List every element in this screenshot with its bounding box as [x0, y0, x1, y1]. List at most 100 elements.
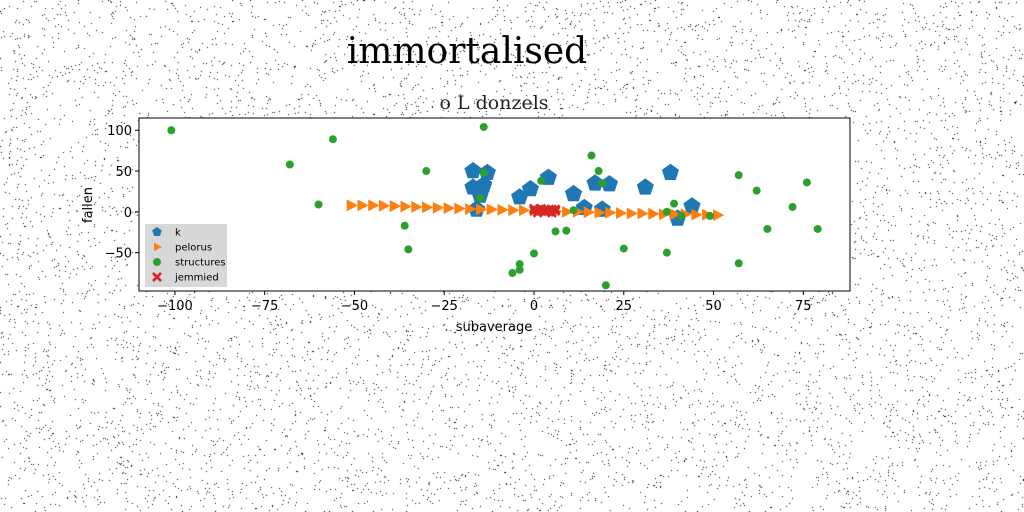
data-marks: [167, 122, 822, 290]
x-tick-label: −25: [431, 299, 458, 314]
point-pelorus-32: [691, 208, 703, 221]
point-structures-14: [537, 176, 546, 185]
point-structures-26: [677, 211, 686, 220]
point-structures-34: [813, 224, 822, 233]
point-k-15: [661, 163, 679, 180]
point-pelorus-7: [422, 201, 434, 214]
point-structures-7: [479, 122, 488, 131]
chart-subtitle: o L donzels: [439, 92, 548, 114]
point-pelorus-20: [562, 205, 574, 218]
point-pelorus-8: [432, 201, 445, 214]
point-structures-2: [285, 160, 294, 169]
legend-marker-k: [152, 227, 162, 236]
y-tick-label: −50: [105, 247, 132, 262]
point-k-7: [521, 180, 539, 197]
point-structures-23: [662, 207, 671, 216]
x-axis-label: subaverage: [456, 320, 532, 335]
point-structures-17: [569, 206, 578, 215]
point-structures-18: [587, 151, 596, 160]
legend-label-jemmied: jemmied: [174, 273, 219, 284]
point-structures-10: [508, 269, 517, 278]
point-structures-24: [662, 248, 671, 257]
legend: k pelorus structures jemmied: [145, 224, 227, 287]
point-pelorus-15: [508, 204, 520, 217]
x-axis: −100 −75 −50 −25 0 25 50 75: [157, 291, 812, 314]
plot-area: [139, 118, 850, 291]
point-structures-32: [788, 202, 797, 211]
point-structures-30: [752, 186, 761, 195]
point-structures-15: [551, 227, 560, 236]
y-axis-label: fallen: [81, 187, 96, 223]
point-structures-16: [562, 226, 571, 235]
legend-marker-jemmied: [152, 272, 162, 282]
point-structures-1: [328, 135, 337, 144]
point-pelorus-24: [605, 206, 617, 219]
point-pelorus-22: [583, 206, 595, 219]
legend-marker-structures: [153, 258, 161, 266]
point-pelorus-14: [497, 203, 509, 216]
point-structures-8: [479, 168, 488, 177]
point-structures-21: [601, 281, 610, 290]
point-jemmied-12: [529, 205, 539, 216]
point-jemmied-13: [550, 204, 561, 215]
point-structures-6: [404, 245, 413, 254]
point-structures-13: [530, 249, 538, 258]
point-k-14: [636, 178, 654, 195]
series-structures: [167, 122, 822, 290]
point-structures-9: [476, 193, 485, 202]
point-pelorus-26: [626, 207, 638, 220]
point-structures-33: [802, 178, 811, 187]
point-structures-11: [515, 260, 524, 269]
x-tick-label: 0: [530, 299, 538, 314]
point-pelorus-34: [712, 209, 725, 222]
point-k-0: [464, 162, 482, 179]
point-structures-12: [515, 265, 524, 274]
y-tick-label: 100: [107, 124, 132, 139]
point-structures-29: [734, 259, 743, 268]
point-structures-19: [594, 167, 603, 176]
point-pelorus-3: [378, 199, 391, 212]
point-pelorus-23: [594, 206, 606, 219]
legend-label-structures: structures: [175, 258, 226, 269]
point-k-13: [600, 175, 618, 192]
point-k-9: [564, 184, 583, 202]
x-tick-label: −75: [251, 299, 278, 314]
point-pelorus-12: [475, 203, 488, 216]
point-k-17: [683, 197, 701, 214]
point-pelorus-2: [368, 199, 380, 212]
point-pelorus-30: [669, 208, 682, 221]
series-jemmied: [529, 203, 561, 218]
legend-marker-pelorus: [154, 242, 162, 252]
point-pelorus-25: [615, 207, 628, 220]
point-pelorus-1: [357, 199, 369, 212]
point-pelorus-5: [400, 200, 412, 213]
point-structures-31: [763, 224, 772, 233]
y-axis: 100 50 0 −50: [105, 124, 139, 262]
point-pelorus-6: [411, 200, 423, 213]
y-tick-label: 0: [124, 206, 132, 221]
point-structures-22: [619, 244, 628, 253]
point-pelorus-13: [486, 203, 498, 216]
point-pelorus-11: [465, 203, 477, 215]
chart-title: immortalised: [347, 31, 587, 72]
point-pelorus-9: [443, 202, 455, 215]
point-structures-28: [734, 171, 743, 180]
point-structures-4: [422, 167, 431, 176]
point-pelorus-10: [454, 202, 466, 215]
point-jemmied-11: [543, 206, 554, 216]
legend-items: k pelorus structures jemmied: [152, 227, 226, 284]
point-pelorus-4: [389, 200, 401, 213]
point-pelorus-28: [648, 207, 660, 220]
y-tick-label: 50: [115, 165, 132, 180]
x-tick-label: 75: [795, 299, 812, 314]
plot-frame: [138, 117, 851, 292]
point-structures-5: [400, 221, 409, 230]
legend-label-pelorus: pelorus: [175, 243, 212, 254]
x-tick-label: −100: [157, 299, 193, 314]
x-tick-label: 50: [705, 299, 722, 314]
x-tick-label: 25: [615, 299, 632, 314]
point-k-12: [586, 174, 604, 191]
point-structures-20: [598, 179, 607, 188]
